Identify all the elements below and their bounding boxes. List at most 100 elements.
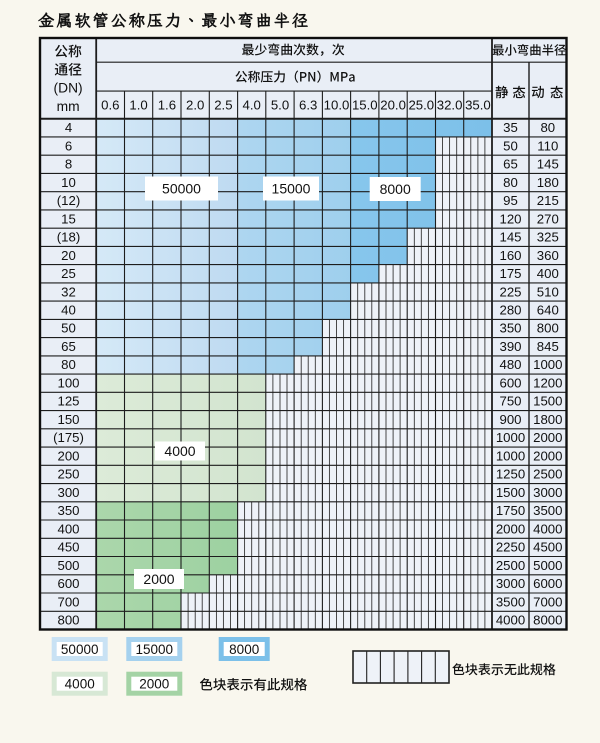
svg-text:20: 20	[61, 248, 76, 263]
svg-text:35: 35	[503, 120, 518, 135]
svg-text:32.0: 32.0	[437, 98, 463, 113]
svg-text:100: 100	[57, 376, 79, 391]
svg-text:600: 600	[499, 376, 521, 391]
svg-text:400: 400	[57, 521, 79, 536]
svg-text:35.0: 35.0	[465, 98, 491, 113]
svg-text:225: 225	[499, 284, 521, 299]
svg-text:110: 110	[537, 138, 558, 153]
svg-text:(18): (18)	[57, 230, 80, 245]
svg-text:1800: 1800	[533, 412, 562, 427]
svg-text:6000: 6000	[533, 576, 562, 591]
svg-text:845: 845	[537, 339, 559, 354]
svg-text:20.0: 20.0	[380, 98, 406, 113]
svg-text:1.0: 1.0	[129, 98, 147, 113]
svg-text:80: 80	[503, 175, 518, 190]
svg-text:2.5: 2.5	[214, 98, 232, 113]
svg-text:50000: 50000	[162, 181, 201, 197]
svg-text:65: 65	[61, 339, 76, 354]
svg-text:1000: 1000	[496, 430, 525, 445]
svg-text:2250: 2250	[496, 540, 525, 555]
svg-text:95: 95	[503, 193, 518, 208]
svg-text:3000: 3000	[496, 576, 525, 591]
svg-text:8000: 8000	[533, 613, 562, 628]
svg-text:360: 360	[537, 248, 559, 263]
svg-text:3500: 3500	[533, 503, 562, 518]
svg-text:1.6: 1.6	[158, 98, 176, 113]
svg-text:6.3: 6.3	[299, 98, 317, 113]
svg-text:6: 6	[65, 138, 72, 153]
svg-text:1500: 1500	[533, 394, 562, 409]
svg-text:270: 270	[537, 211, 559, 226]
svg-text:4000: 4000	[533, 521, 562, 536]
svg-text:125: 125	[57, 394, 79, 409]
svg-text:640: 640	[537, 303, 559, 318]
svg-text:180: 180	[537, 175, 559, 190]
svg-text:1750: 1750	[496, 503, 525, 518]
svg-text:25: 25	[61, 266, 76, 281]
svg-text:4000: 4000	[65, 677, 95, 692]
svg-text:350: 350	[499, 321, 521, 336]
svg-text:450: 450	[57, 540, 79, 555]
svg-text:65: 65	[503, 157, 518, 172]
svg-text:4500: 4500	[533, 540, 562, 555]
svg-text:4: 4	[65, 120, 72, 135]
svg-text:2000: 2000	[496, 521, 525, 536]
svg-text:480: 480	[499, 357, 521, 372]
svg-text:900: 900	[499, 412, 521, 427]
svg-text:750: 750	[499, 394, 521, 409]
svg-text:120: 120	[499, 211, 521, 226]
svg-text:15000: 15000	[136, 642, 174, 657]
svg-text:300: 300	[57, 485, 79, 500]
svg-text:145: 145	[499, 230, 521, 245]
svg-text:250: 250	[57, 467, 79, 482]
svg-text:3000: 3000	[533, 485, 562, 500]
svg-text:325: 325	[537, 230, 559, 245]
svg-text:150: 150	[57, 412, 79, 427]
svg-text:2500: 2500	[496, 558, 525, 573]
svg-text:32: 32	[61, 284, 76, 299]
svg-text:0.6: 0.6	[101, 98, 119, 113]
svg-text:40: 40	[61, 303, 76, 318]
svg-text:1000: 1000	[533, 357, 562, 372]
svg-text:200: 200	[57, 448, 79, 463]
svg-text:8000: 8000	[229, 642, 259, 657]
svg-text:5.0: 5.0	[271, 98, 289, 113]
svg-text:4000: 4000	[164, 443, 195, 459]
svg-text:1500: 1500	[496, 485, 525, 500]
svg-text:2000: 2000	[143, 571, 174, 587]
svg-text:25.0: 25.0	[408, 98, 434, 113]
svg-text:(175): (175)	[53, 430, 84, 445]
svg-text:2.0: 2.0	[186, 98, 204, 113]
svg-text:10: 10	[61, 175, 76, 190]
svg-text:500: 500	[57, 558, 79, 573]
svg-text:3500: 3500	[496, 594, 525, 609]
svg-text:50000: 50000	[61, 642, 99, 657]
svg-text:350: 350	[57, 503, 79, 518]
svg-text:(DN): (DN)	[54, 81, 83, 96]
svg-text:2000: 2000	[533, 448, 562, 463]
svg-text:280: 280	[499, 303, 521, 318]
svg-text:80: 80	[61, 357, 76, 372]
svg-text:510: 510	[537, 284, 559, 299]
svg-text:7000: 7000	[533, 594, 562, 609]
svg-text:2500: 2500	[533, 467, 562, 482]
svg-text:4.0: 4.0	[243, 98, 261, 113]
svg-text:2000: 2000	[533, 430, 562, 445]
svg-text:(12): (12)	[57, 193, 80, 208]
svg-text:1250: 1250	[496, 467, 525, 482]
svg-text:1000: 1000	[496, 448, 525, 463]
svg-text:145: 145	[537, 157, 559, 172]
svg-text:600: 600	[57, 576, 79, 591]
svg-text:mm: mm	[57, 99, 80, 114]
svg-text:15000: 15000	[272, 181, 311, 197]
svg-text:800: 800	[537, 321, 559, 336]
svg-text:390: 390	[499, 339, 521, 354]
svg-text:1200: 1200	[533, 376, 562, 391]
svg-text:50: 50	[503, 138, 518, 153]
svg-text:800: 800	[57, 613, 79, 628]
svg-text:10.0: 10.0	[324, 98, 350, 113]
svg-text:700: 700	[57, 594, 79, 609]
svg-text:15.0: 15.0	[352, 98, 378, 113]
svg-text:8000: 8000	[380, 181, 411, 197]
svg-text:15: 15	[61, 211, 76, 226]
